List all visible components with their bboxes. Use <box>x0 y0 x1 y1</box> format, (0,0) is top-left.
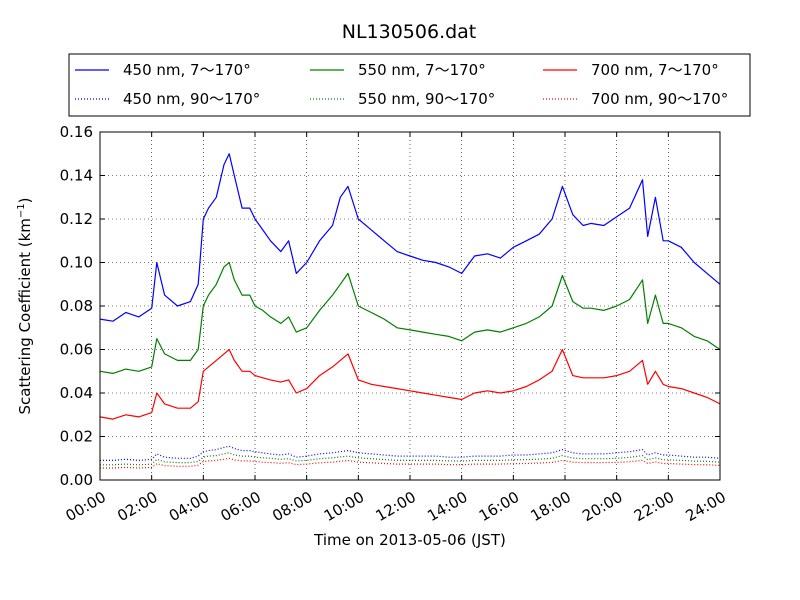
legend-label: 700 nm, 7～170° <box>591 61 719 79</box>
y-tick-label: 0.02 <box>60 428 93 446</box>
legend-label: 700 nm, 90～170° <box>591 90 728 108</box>
legend-label: 450 nm, 7～170° <box>123 61 251 79</box>
legend-label: 550 nm, 90～170° <box>358 90 495 108</box>
series-line-3 <box>100 445 721 461</box>
legend-label: 550 nm, 7～170° <box>358 61 486 79</box>
y-axis-label-end: ) <box>16 197 34 203</box>
y-axis-label-main: Scattering Coefficient (km <box>16 218 34 414</box>
y-axis-label-sup: −1 <box>16 203 27 218</box>
plot-area <box>99 131 721 481</box>
y-tick-label: 0.12 <box>60 210 93 228</box>
y-tick-label: 0.10 <box>60 254 93 272</box>
legend-frame <box>68 53 751 117</box>
legend: 450 nm, 7～170° 550 nm, 7～170° 700 nm, 7～17… <box>68 53 751 117</box>
series-line-1 <box>99 261 721 374</box>
series-line-0 <box>99 153 721 322</box>
series-lines <box>99 153 721 469</box>
x-axis-label: Time on 2013-05-06 (JST) <box>313 531 506 549</box>
y-tick-label: 0.06 <box>60 341 93 359</box>
y-tick-label: 0.16 <box>60 123 93 141</box>
ticks <box>99 131 721 481</box>
y-tick-label: 0.04 <box>60 384 93 402</box>
series-line-2 <box>99 348 721 420</box>
y-axis-label: Scattering Coefficient (km−1) <box>16 197 34 414</box>
chart-title: NL130506.dat <box>342 21 477 43</box>
y-tick-label: 0.14 <box>60 167 93 185</box>
y-tick-label: 0.08 <box>60 297 93 315</box>
y-tick-labels: 0.00 0.02 0.04 0.06 0.08 0.10 0.12 0.14 0.16 <box>60 123 93 489</box>
legend-label: 450 nm, 90～170° <box>123 90 260 108</box>
y-tick-label: 0.00 <box>60 471 93 489</box>
